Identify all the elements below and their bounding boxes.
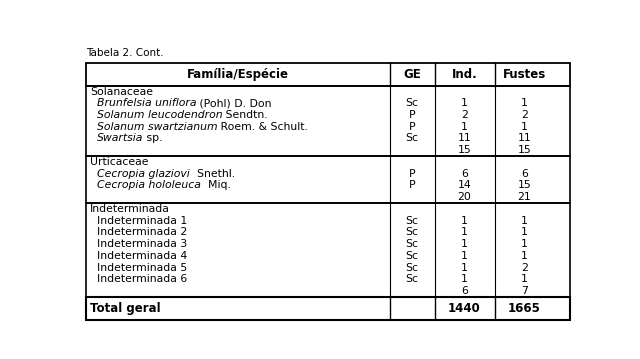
Text: Fustes: Fustes [503, 68, 546, 81]
Text: sp.: sp. [143, 134, 163, 144]
Text: 1: 1 [521, 274, 528, 284]
Text: (Pohl) D. Don: (Pohl) D. Don [196, 98, 272, 108]
Text: 1: 1 [461, 239, 468, 249]
Text: P: P [409, 169, 415, 179]
Text: 1440: 1440 [448, 302, 481, 315]
Text: Ind.: Ind. [452, 68, 477, 81]
Text: Solanum leucodendron: Solanum leucodendron [97, 110, 223, 120]
Text: Snethl.: Snethl. [189, 169, 235, 179]
Text: 15: 15 [518, 145, 531, 155]
Text: Indeterminada 5: Indeterminada 5 [97, 262, 187, 272]
Text: Indeterminada 6: Indeterminada 6 [97, 274, 187, 284]
Text: Urticaceae: Urticaceae [90, 157, 148, 167]
Text: 7: 7 [521, 286, 528, 296]
Text: 11: 11 [458, 134, 472, 144]
Text: Solanum swartzianum: Solanum swartzianum [97, 122, 218, 132]
Text: Total geral: Total geral [90, 302, 161, 315]
Text: Sc: Sc [406, 262, 419, 272]
Text: 6: 6 [461, 169, 468, 179]
Text: 2: 2 [521, 110, 528, 120]
Text: 20: 20 [458, 192, 472, 202]
Bar [86, 63, 570, 86]
Bar [86, 86, 570, 156]
Text: Sc: Sc [406, 239, 419, 249]
Text: Cecropia hololeuca: Cecropia hololeuca [97, 180, 201, 190]
Text: Roem. & Schult.: Roem. & Schult. [218, 122, 308, 132]
Text: P: P [409, 180, 415, 190]
Text: 1: 1 [521, 227, 528, 237]
Text: 14: 14 [458, 180, 472, 190]
Text: Indeterminada 3: Indeterminada 3 [97, 239, 187, 249]
Text: 1: 1 [461, 227, 468, 237]
Text: Sc: Sc [406, 215, 419, 225]
Text: P: P [409, 122, 415, 132]
Text: Indeterminada: Indeterminada [90, 204, 170, 214]
Text: 1: 1 [461, 262, 468, 272]
Bar [86, 203, 570, 297]
Bar [86, 297, 570, 320]
Text: 1: 1 [461, 274, 468, 284]
Text: 6: 6 [461, 286, 468, 296]
Text: GE: GE [403, 68, 421, 81]
Text: Brunfelsia uniflora: Brunfelsia uniflora [97, 98, 196, 108]
Text: 1: 1 [521, 215, 528, 225]
Text: 1: 1 [461, 122, 468, 132]
Text: 21: 21 [518, 192, 531, 202]
Text: Sc: Sc [406, 274, 419, 284]
Text: 15: 15 [458, 145, 472, 155]
Text: Indeterminada 1: Indeterminada 1 [97, 215, 187, 225]
Text: 15: 15 [518, 180, 531, 190]
Text: Tabela 2. Cont.: Tabela 2. Cont. [86, 48, 164, 58]
Text: Miq.: Miq. [201, 180, 230, 190]
Text: 1: 1 [461, 251, 468, 261]
Text: 11: 11 [518, 134, 531, 144]
Text: Sc: Sc [406, 227, 419, 237]
Text: 1665: 1665 [508, 302, 541, 315]
Text: Sendtn.: Sendtn. [223, 110, 268, 120]
Text: 1: 1 [521, 122, 528, 132]
Text: Sc: Sc [406, 134, 419, 144]
Text: Família/Espécie: Família/Espécie [187, 68, 289, 81]
Text: Indeterminada 4: Indeterminada 4 [97, 251, 187, 261]
Text: 1: 1 [521, 98, 528, 108]
Text: Cecropia glaziovi: Cecropia glaziovi [97, 169, 189, 179]
Text: 2: 2 [521, 262, 528, 272]
Text: 1: 1 [521, 251, 528, 261]
Text: Sc: Sc [406, 251, 419, 261]
Text: Solanaceae: Solanaceae [90, 87, 153, 97]
Text: 1: 1 [521, 239, 528, 249]
Text: Indeterminada 2: Indeterminada 2 [97, 227, 187, 237]
Text: 1: 1 [461, 98, 468, 108]
Text: P: P [409, 110, 415, 120]
Text: 6: 6 [521, 169, 528, 179]
Text: Sc: Sc [406, 98, 419, 108]
Bar [86, 156, 570, 203]
Text: 2: 2 [461, 110, 468, 120]
Text: 1: 1 [461, 215, 468, 225]
Text: Swartsia: Swartsia [97, 134, 143, 144]
